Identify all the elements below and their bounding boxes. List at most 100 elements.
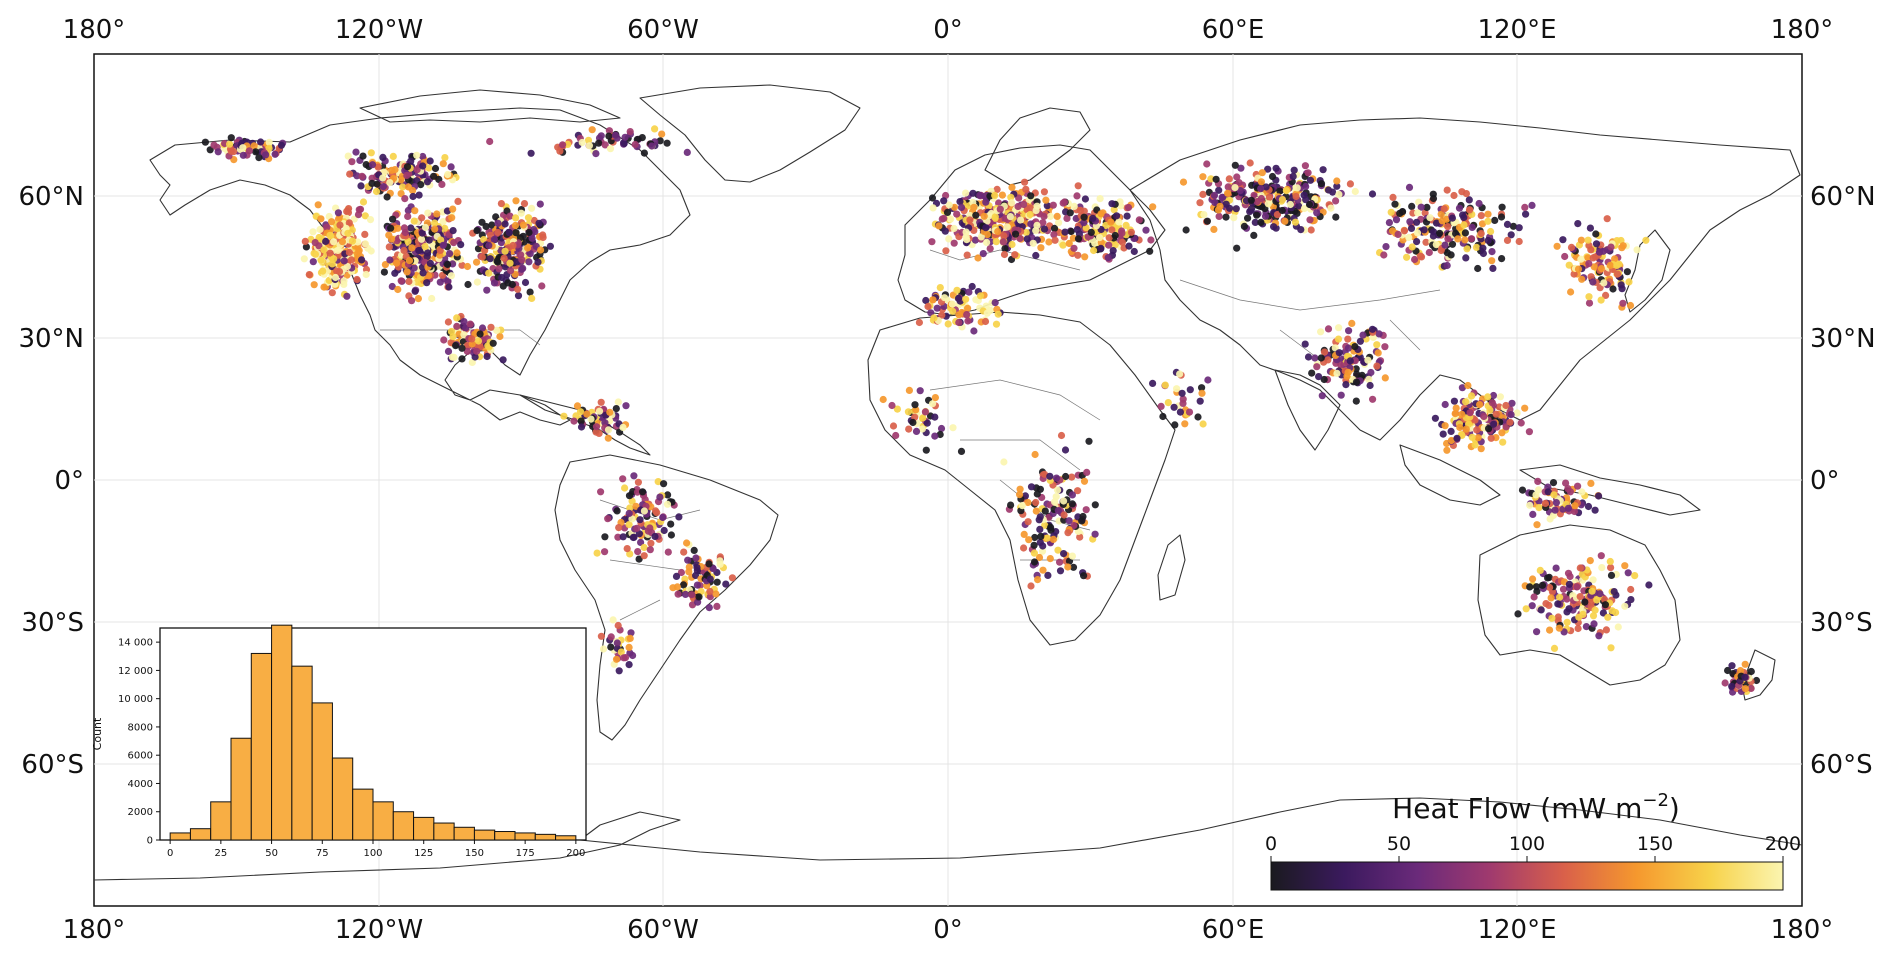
heat-flow-point — [311, 239, 319, 247]
heat-flow-point — [656, 137, 664, 145]
histogram-y-tick-label: 14 000 — [118, 638, 153, 649]
heat-flow-point — [410, 217, 418, 225]
heat-flow-point — [1066, 209, 1074, 217]
heat-flow-point — [945, 201, 953, 209]
heat-flow-point — [705, 560, 713, 568]
heat-flow-point — [1530, 593, 1538, 601]
heat-flow-point — [201, 138, 209, 146]
heat-flow-point — [1046, 472, 1054, 480]
heat-flow-point — [635, 530, 644, 538]
heat-flow-point — [1388, 227, 1397, 235]
heat-flow-point — [1068, 491, 1076, 499]
heat-flow-point — [320, 283, 328, 291]
heat-flow-point — [1008, 240, 1016, 249]
heat-flow-point — [1315, 373, 1323, 381]
heat-flow-point — [963, 311, 971, 319]
heat-flow-point — [1369, 395, 1377, 403]
heat-flow-point — [1503, 236, 1512, 244]
heat-flow-point — [1291, 218, 1299, 226]
heat-flow-point — [953, 210, 961, 218]
heat-flow-point — [962, 189, 970, 197]
heat-flow-point — [1403, 253, 1411, 261]
heat-flow-point — [494, 219, 502, 227]
heat-flow-point — [421, 243, 429, 251]
heat-flow-point — [1196, 199, 1204, 207]
heat-flow-point — [1111, 231, 1119, 240]
heat-flow-point — [879, 395, 887, 404]
heat-flow-point — [343, 292, 351, 300]
heat-flow-point — [431, 219, 439, 227]
heat-flow-point — [1008, 183, 1016, 191]
heat-flow-point — [1443, 186, 1451, 194]
heat-flow-point — [605, 132, 613, 140]
heat-flow-point — [1060, 550, 1068, 558]
heat-flow-point — [930, 314, 938, 322]
heat-flow-point — [1477, 229, 1485, 238]
asia-outline — [1129, 117, 1801, 441]
heat-flow-point — [330, 238, 338, 246]
heat-flow-point — [245, 147, 253, 155]
heat-flow-point — [995, 199, 1003, 207]
heat-flow-point — [1467, 235, 1476, 243]
heat-flow-point — [1033, 221, 1041, 229]
heat-flow-point — [612, 405, 620, 413]
histogram-bar — [189, 828, 212, 841]
heat-flow-point — [1020, 200, 1028, 209]
heat-flow-point — [300, 255, 308, 263]
heat-flow-point — [1233, 173, 1241, 181]
heat-flow-point — [1237, 164, 1245, 172]
heat-flow-point — [674, 590, 682, 598]
heat-flow-point — [1040, 188, 1048, 196]
heat-flow-point — [1589, 576, 1597, 584]
heat-flow-point — [539, 231, 547, 239]
heat-flow-point — [1050, 231, 1058, 239]
heat-flow-point — [1067, 227, 1075, 236]
heat-flow-point — [693, 564, 701, 572]
heat-flow-point — [1024, 498, 1032, 507]
heat-flow-point — [1633, 246, 1641, 254]
heat-flow-point — [1290, 166, 1298, 174]
heat-flow-point — [1024, 518, 1032, 526]
heat-flow-point — [419, 152, 427, 161]
heat-flow-point — [1588, 587, 1596, 595]
heat-flow-point — [1526, 583, 1534, 591]
heat-flow-point — [919, 414, 927, 422]
heat-flow-point — [1293, 184, 1301, 192]
heat-flow-point — [1603, 215, 1611, 223]
histogram-bar — [494, 831, 516, 841]
heat-flow-point — [1476, 401, 1484, 409]
heat-flow-point — [1627, 596, 1635, 604]
heat-flow-point — [924, 302, 932, 311]
heat-flow-point — [1452, 404, 1460, 412]
heat-flow-point — [1104, 254, 1112, 262]
heat-flow-point — [1584, 502, 1593, 511]
heat-flow-point — [1332, 197, 1340, 205]
heat-flow-point — [1186, 386, 1194, 394]
heat-flow-point — [309, 258, 317, 266]
heat-flow-point — [458, 344, 466, 352]
heat-flow-point — [1591, 606, 1599, 614]
heat-flow-point — [368, 161, 377, 169]
heat-flow-point — [1198, 384, 1206, 392]
heat-flow-point — [453, 322, 461, 330]
heat-flow-point — [348, 237, 357, 245]
heat-flow-point — [357, 182, 365, 190]
heat-flow-point — [1000, 250, 1009, 259]
heat-flow-point — [1111, 241, 1119, 249]
heat-flow-point — [525, 228, 533, 237]
heat-flow-point — [1176, 408, 1184, 416]
heat-flow-point — [1289, 172, 1297, 180]
heat-flow-point — [512, 197, 520, 205]
heat-flow-point — [1218, 193, 1226, 201]
heat-flow-point — [1573, 583, 1581, 591]
heat-flow-point — [1610, 588, 1618, 596]
heat-flow-point — [604, 515, 612, 523]
heat-flow-point — [485, 269, 493, 277]
heat-flow-point — [426, 157, 434, 165]
heat-flow-point — [605, 127, 614, 135]
heat-flow-point — [664, 548, 672, 556]
heat-flow-point — [1584, 254, 1592, 262]
heat-flow-point — [1264, 200, 1272, 208]
heat-flow-point — [346, 170, 354, 178]
heat-flow-point — [1413, 238, 1421, 246]
